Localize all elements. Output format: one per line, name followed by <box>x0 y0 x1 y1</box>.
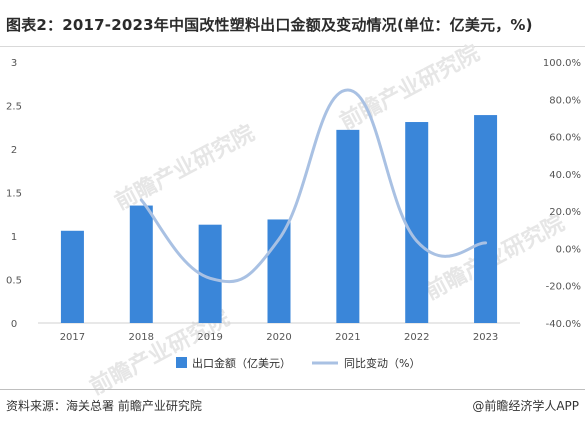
legend-bar-swatch <box>176 357 187 368</box>
right-axis-tick-label: 100.0% <box>543 58 581 69</box>
bar <box>336 129 360 323</box>
x-axis-tick-label: 2021 <box>335 332 360 343</box>
left-axis-tick-label: 1.5 <box>6 189 22 200</box>
x-axis-tick-label: 2023 <box>473 332 498 343</box>
right-axis-tick-label: -40.0% <box>546 319 581 330</box>
watermark-text: 前瞻产业研究院 <box>336 40 484 135</box>
legend: 出口金额（亿美元） 同比变动（%） <box>176 356 420 370</box>
left-axis-tick-label: 1 <box>11 232 17 243</box>
right-axis-tick-label: 60.0% <box>549 133 581 144</box>
watermark-text: 前瞻产业研究院 <box>111 120 259 215</box>
right-axis-tick-label: -20.0% <box>546 282 581 293</box>
bar <box>198 224 222 323</box>
x-axis-tick-label: 2017 <box>60 332 85 343</box>
bars-layer <box>60 115 498 323</box>
right-axis-tick-label: 0.0% <box>556 244 581 255</box>
footer-divider <box>0 389 585 390</box>
legend-bar-label: 出口金额（亿美元） <box>192 356 291 370</box>
left-axis-tick-label: 0 <box>11 319 17 330</box>
left-axis-tick-label: 3 <box>11 58 17 69</box>
x-axis-tick-label: 2020 <box>266 332 291 343</box>
bar <box>267 219 291 323</box>
line-layer <box>139 88 488 283</box>
right-axis-tick-label: 20.0% <box>549 207 581 218</box>
bar <box>474 115 498 323</box>
left-axis-tick-label: 0.5 <box>6 276 22 287</box>
bar <box>60 230 84 323</box>
bar <box>129 205 153 323</box>
right-axis-tick-label: 40.0% <box>549 170 581 181</box>
left-axis-tick-label: 2 <box>11 145 17 156</box>
x-axis-tick-label: 2018 <box>129 332 154 343</box>
source-note: 资料来源：海关总署 前瞻产业研究院 <box>6 399 202 413</box>
yoy-change-line <box>139 88 488 283</box>
title-divider <box>0 46 585 47</box>
chart-title: 图表2：2017-2023年中国改性塑料出口金额及变动情况(单位：亿美元，%) <box>6 16 533 34</box>
right-axis-tick-label: 80.0% <box>549 95 581 106</box>
axes-layer: 0 0.5 1 1.5 2 2.5 3 -40.0% -20.0% 0.0% 20.0% 40.0% 6… <box>6 58 581 343</box>
bar <box>405 122 429 323</box>
x-axis-tick-label: 2019 <box>197 332 222 343</box>
left-axis-tick-label: 2.5 <box>6 102 22 113</box>
x-axis-tick-label: 2022 <box>404 332 429 343</box>
legend-line-label: 同比变动（%） <box>344 356 420 370</box>
brand-credit: @前瞻经济学人APP <box>472 399 579 413</box>
